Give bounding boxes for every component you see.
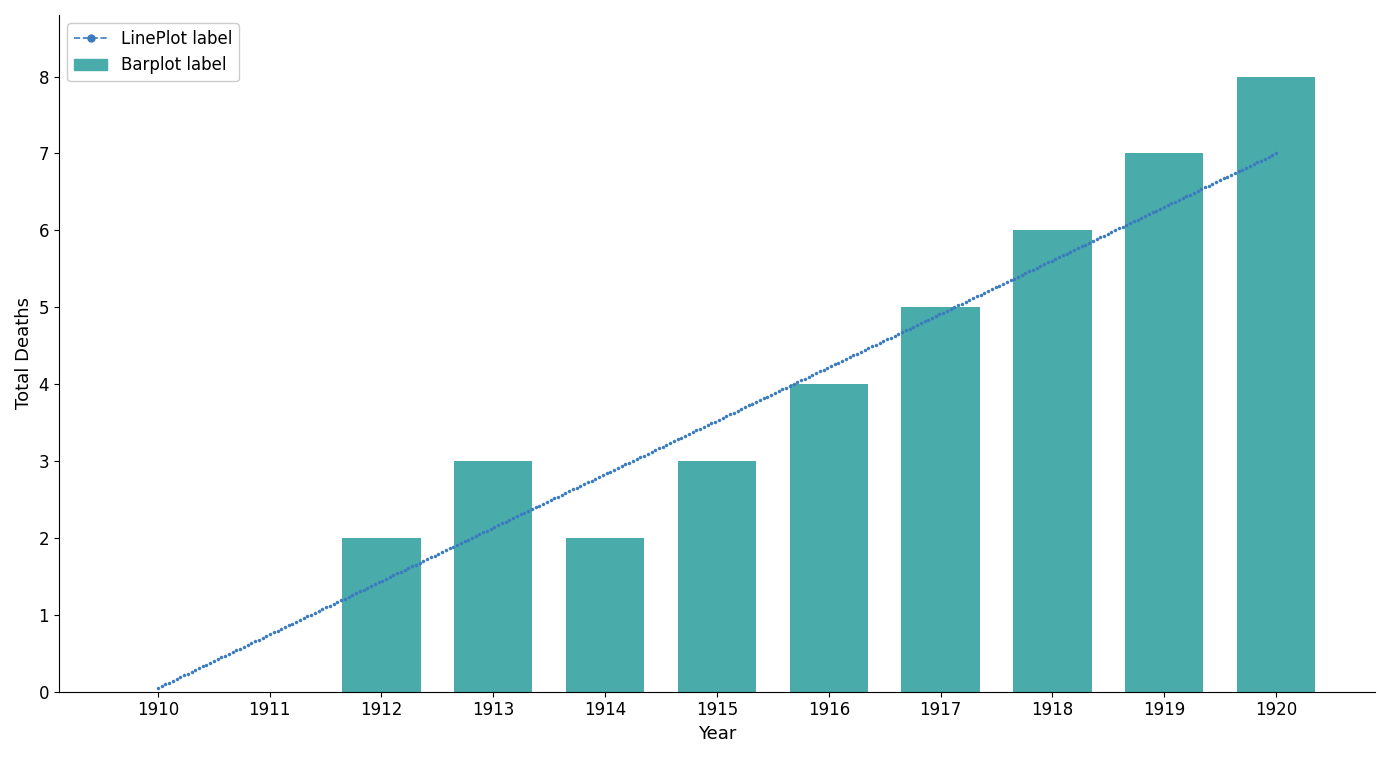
Line: LinePlot label: LinePlot label: [156, 152, 1277, 690]
Bar: [455, 461, 532, 692]
LinePlot label: (5.95, 4.19): (5.95, 4.19): [815, 365, 831, 374]
LinePlot label: (9.06, 6.35): (9.06, 6.35): [1163, 199, 1180, 208]
Bar: [790, 384, 867, 692]
LinePlot label: (6.12, 4.3): (6.12, 4.3): [834, 356, 851, 365]
X-axis label: Year: Year: [698, 725, 737, 743]
Bar: [678, 461, 756, 692]
LinePlot label: (5.92, 4.16): (5.92, 4.16): [812, 367, 828, 376]
Bar: [566, 538, 645, 692]
Y-axis label: Total Deaths: Total Deaths: [15, 297, 33, 409]
Legend: LinePlot label, Barplot label: LinePlot label, Barplot label: [67, 23, 239, 81]
Bar: [902, 307, 980, 692]
Bar: [1125, 153, 1204, 692]
Bar: [1013, 230, 1091, 692]
LinePlot label: (8.43, 5.91): (8.43, 5.91): [1093, 233, 1109, 242]
LinePlot label: (10, 7): (10, 7): [1268, 149, 1284, 158]
LinePlot label: (0.0334, 0.0732): (0.0334, 0.0732): [153, 681, 170, 691]
Bar: [1237, 77, 1315, 692]
LinePlot label: (0, 0.05): (0, 0.05): [150, 683, 167, 692]
Bar: [342, 538, 421, 692]
